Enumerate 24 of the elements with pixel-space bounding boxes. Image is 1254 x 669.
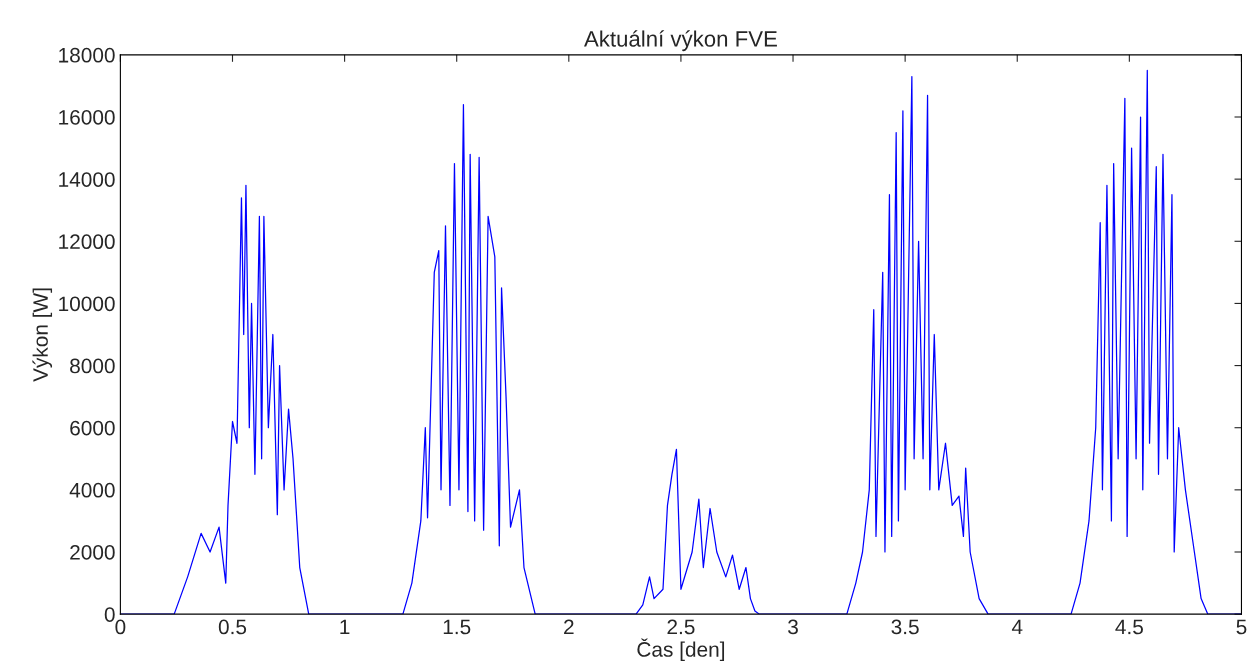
y-tick-label: 2000 bbox=[70, 545, 115, 560]
y-tick-label: 10000 bbox=[59, 296, 115, 312]
y-tick-label: 6000 bbox=[70, 420, 115, 436]
x-tick-label: 5 bbox=[1236, 619, 1247, 635]
y-tick-label: 16000 bbox=[59, 110, 115, 125]
x-tick-label: 0 bbox=[115, 619, 126, 635]
y-axis-title: Výkon [W] bbox=[32, 288, 53, 382]
y-tick-label: 0 bbox=[104, 607, 115, 622]
x-tick-label: 2 bbox=[564, 619, 574, 635]
x-tick-label: 0.5 bbox=[218, 619, 247, 635]
y-tick-label: 8000 bbox=[70, 358, 115, 374]
x-tick-label: 4 bbox=[1011, 619, 1023, 635]
chart-title: Aktuální výkon FVE bbox=[584, 30, 777, 52]
x-tick-label: 3.5 bbox=[891, 619, 919, 635]
x-tick-label: 1.5 bbox=[443, 619, 471, 635]
y-tick-label: 12000 bbox=[59, 234, 115, 250]
y-tick-label: 4000 bbox=[69, 482, 115, 498]
x-tick-label: 1 bbox=[340, 619, 350, 635]
x-tick-label: 3 bbox=[788, 619, 798, 635]
x-tick-label: 2.5 bbox=[667, 619, 695, 635]
x-axis-title: Čas [den] bbox=[637, 638, 725, 661]
y-tick-label: 14000 bbox=[59, 172, 115, 187]
y-tick-label: 18000 bbox=[59, 47, 115, 63]
x-tick-label: 4.5 bbox=[1115, 619, 1143, 635]
